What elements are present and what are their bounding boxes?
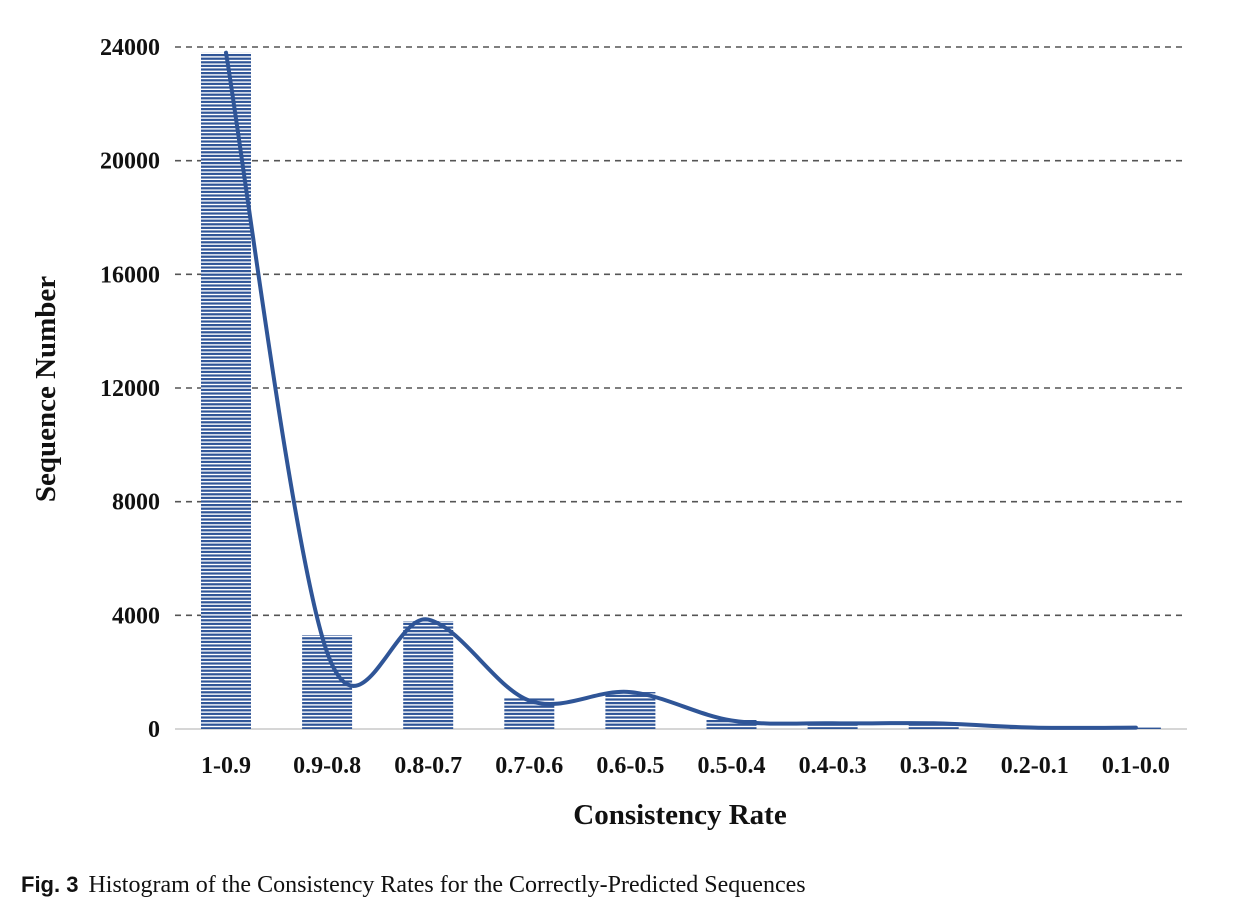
x-tick-labels: 1-0.9 0.9-0.8 0.8-0.7 0.7-0.6 0.6-0.5 0.5-0.4… <box>201 753 1170 779</box>
histogram-chart: 0 4000 8000 12000 16000 20000 24000 1-0.9 0.9-0… <box>30 35 1187 831</box>
x-tick-label: 0.3-0.2 <box>900 753 968 779</box>
y-tick-label: 20000 <box>100 149 160 175</box>
y-tick-label: 8000 <box>112 490 160 516</box>
bar <box>706 719 757 729</box>
y-tick-label: 4000 <box>112 603 160 629</box>
bar <box>201 52 251 729</box>
gridlines <box>175 46 1187 730</box>
y-axis-title: Sequence Number <box>30 276 62 502</box>
figure-caption: Fig. 3 Histogram of the Consistency Rates… <box>21 872 806 899</box>
trend-line <box>224 50 1138 730</box>
trend-line-layer <box>224 50 1138 730</box>
bar <box>605 692 656 729</box>
x-tick-label: 0.4-0.3 <box>799 753 867 779</box>
x-tick-label: 1-0.9 <box>201 753 251 779</box>
bars <box>201 52 1161 729</box>
y-tick-label: 0 <box>148 717 160 743</box>
y-tick-label: 16000 <box>100 262 160 288</box>
y-tick-label: 12000 <box>100 376 160 402</box>
x-tick-label: 0.1-0.0 <box>1102 753 1170 779</box>
y-tick-labels: 0 4000 8000 12000 16000 20000 24000 <box>100 35 160 743</box>
x-tick-label: 0.9-0.8 <box>293 753 361 779</box>
bar <box>908 722 959 729</box>
x-tick-label: 0.5-0.4 <box>698 753 766 779</box>
figure-label: Fig. 3 <box>21 872 79 897</box>
x-tick-label: 0.8-0.7 <box>394 753 462 779</box>
y-tick-label: 24000 <box>100 35 160 61</box>
x-tick-label: 0.2-0.1 <box>1001 753 1069 779</box>
x-axis-title: Consistency Rate <box>573 799 787 831</box>
bar <box>807 723 858 729</box>
bar <box>403 621 454 729</box>
caption-text: Histogram of the Consistency Rates for t… <box>88 872 806 898</box>
x-tick-label: 0.6-0.5 <box>596 753 664 779</box>
x-tick-label: 0.7-0.6 <box>495 753 563 779</box>
